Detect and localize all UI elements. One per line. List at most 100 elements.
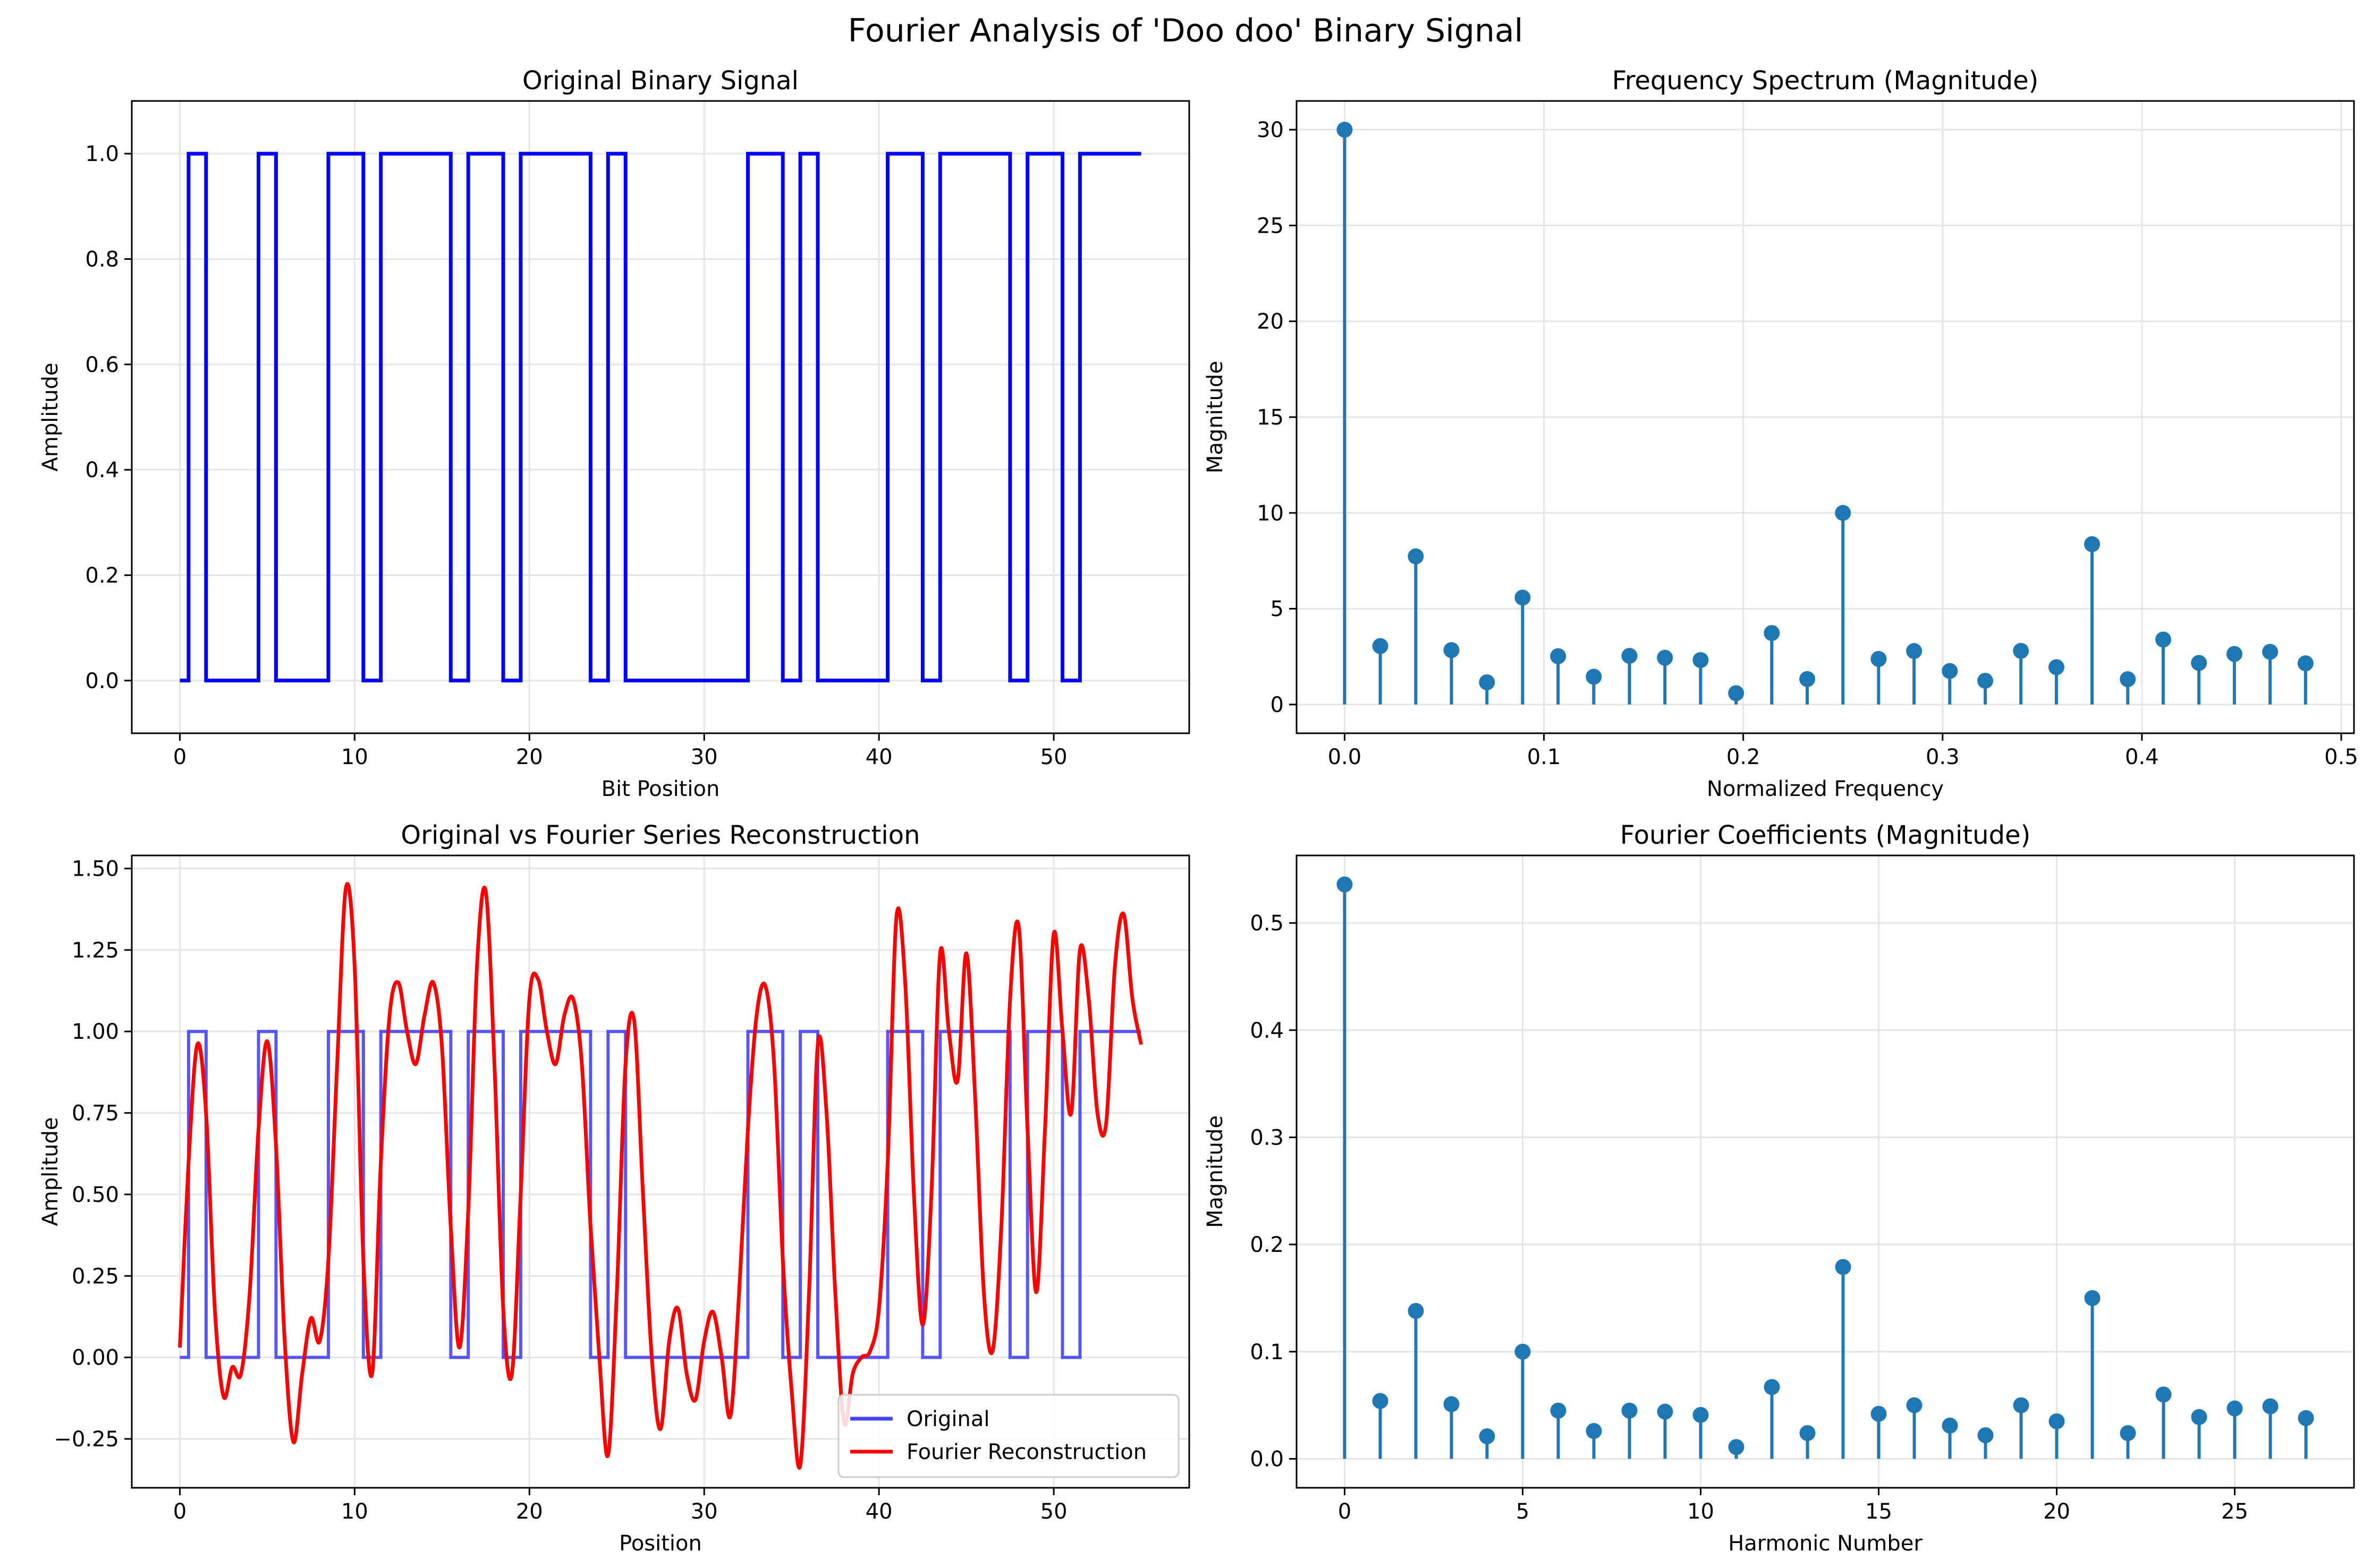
panel-frequency-spectrum: Frequency Spectrum (Magnitude) Normalize… xyxy=(1203,66,2358,801)
y-tick-label: 15 xyxy=(1257,405,1284,430)
binary-signal-line xyxy=(180,151,1141,683)
stem-marker xyxy=(1550,648,1566,665)
panel-title: Original Binary Signal xyxy=(522,66,799,96)
x-tick-label: 10 xyxy=(341,745,368,769)
stem-marker xyxy=(1443,1396,1460,1412)
x-tick-label: 30 xyxy=(691,745,718,769)
x-tick-label: 0 xyxy=(1338,1499,1351,1524)
stem-marker xyxy=(1799,1425,1816,1442)
stem-marker xyxy=(2262,1398,2279,1414)
x-tick-label: 0.4 xyxy=(2125,745,2159,769)
y-tick-label: 30 xyxy=(1257,118,1284,142)
plot-area xyxy=(1297,855,2354,1488)
stem-marker xyxy=(1977,1427,1994,1444)
panel-title: Frequency Spectrum (Magnitude) xyxy=(1612,66,2039,96)
y-tick-label: 0.75 xyxy=(72,1101,119,1126)
y-tick-label: 0.6 xyxy=(85,353,119,377)
plot-area xyxy=(132,101,1189,733)
x-tick-label: 0.0 xyxy=(1328,745,1362,769)
plot-area xyxy=(1297,101,2354,733)
stem-marker xyxy=(1728,1439,1745,1455)
stem-marker xyxy=(1657,649,1673,666)
panel-title: Original vs Fourier Series Reconstructio… xyxy=(401,820,920,850)
stem-marker xyxy=(2048,659,2064,675)
stem-marker xyxy=(1692,652,1709,668)
x-tick-label: 40 xyxy=(866,1499,893,1524)
y-tick-label: 25 xyxy=(1257,214,1284,238)
stem-marker xyxy=(1835,505,1851,521)
y-tick-label: 10 xyxy=(1257,501,1284,526)
stem-marker xyxy=(1906,1397,1923,1413)
y-tick-label: 0 xyxy=(1271,693,1284,717)
stem-marker xyxy=(1870,1405,1887,1422)
stem-marker xyxy=(1408,548,1424,565)
stem-marker xyxy=(2155,631,2172,648)
stem-marker xyxy=(1372,638,1388,654)
stem-marker xyxy=(2297,655,2314,672)
stem-marker xyxy=(1372,1393,1388,1409)
stem-marker xyxy=(2013,1397,2029,1413)
stem-marker xyxy=(1550,1402,1566,1419)
y-tick-label: 0.50 xyxy=(72,1183,119,1207)
figure-suptitle: Fourier Analysis of 'Doo doo' Binary Sig… xyxy=(848,12,1523,49)
stem-marker xyxy=(1621,1402,1638,1419)
x-tick-label: 25 xyxy=(2221,1499,2248,1524)
x-axis-label: Harmonic Number xyxy=(1728,1531,1923,1556)
legend-label: Fourier Reconstruction xyxy=(907,1440,1147,1464)
stem-marker xyxy=(1942,1418,1958,1434)
y-tick-label: −0.25 xyxy=(54,1427,119,1452)
stem-marker xyxy=(1977,673,1994,689)
x-tick-label: 40 xyxy=(866,745,893,769)
stem-marker xyxy=(2298,1410,2314,1426)
original-signal-line xyxy=(180,1030,1141,1359)
x-tick-label: 0 xyxy=(173,745,187,769)
stem-marker xyxy=(2084,1290,2101,1306)
stem-marker xyxy=(2013,642,2029,659)
y-tick-label: 5 xyxy=(1271,597,1284,622)
stem-marker xyxy=(2155,1386,2172,1403)
x-tick-label: 0.1 xyxy=(1527,745,1561,769)
y-tick-label: 20 xyxy=(1257,310,1284,334)
y-tick-label: 0.00 xyxy=(72,1346,119,1370)
stem-marker xyxy=(1479,1428,1495,1445)
fourier-reconstruction-line xyxy=(178,882,1143,1470)
x-tick-label: 10 xyxy=(341,1499,368,1524)
y-tick-label: 1.25 xyxy=(72,938,119,963)
x-tick-label: 5 xyxy=(1516,1499,1529,1524)
y-tick-label: 0.0 xyxy=(85,669,119,693)
stem-marker xyxy=(1479,674,1495,691)
panel-fourier-reconstruction: Original vs Fourier Series Reconstructio… xyxy=(38,820,1190,1556)
y-axis-label: Magnitude xyxy=(1203,1115,1227,1228)
stem-marker xyxy=(2191,655,2207,671)
stem-marker xyxy=(1942,663,1958,679)
stem-marker xyxy=(2262,643,2279,660)
y-tick-label: 1.0 xyxy=(85,142,119,166)
stem-marker xyxy=(2226,646,2242,662)
y-tick-label: 1.50 xyxy=(72,857,119,882)
panel-fourier-coefficients: Fourier Coefficients (Magnitude) Harmoni… xyxy=(1203,820,2355,1556)
y-tick-label: 0.25 xyxy=(72,1264,119,1289)
x-tick-label: 20 xyxy=(516,745,543,769)
x-axis-label: Normalized Frequency xyxy=(1707,777,1944,801)
y-tick-label: 0.2 xyxy=(1250,1233,1284,1257)
x-tick-label: 15 xyxy=(1865,1499,1892,1524)
stem-marker xyxy=(1336,122,1353,138)
stem-marker xyxy=(2120,671,2136,688)
x-tick-label: 20 xyxy=(516,1499,543,1524)
y-tick-label: 0.2 xyxy=(85,564,119,588)
stem-marker xyxy=(1336,876,1353,893)
stem-marker xyxy=(2048,1413,2065,1429)
axes-frame xyxy=(1295,854,2355,1489)
y-tick-label: 1.00 xyxy=(72,1020,119,1044)
stem-marker xyxy=(1586,1423,1602,1439)
stem-marker xyxy=(1906,643,1923,659)
stem-marker xyxy=(1799,671,1816,687)
x-tick-label: 50 xyxy=(1040,745,1068,769)
x-tick-label: 50 xyxy=(1040,1499,1068,1524)
plot-area xyxy=(132,855,1189,1488)
stem-marker xyxy=(2120,1425,2136,1442)
y-tick-label: 0.4 xyxy=(1250,1019,1284,1043)
x-tick-label: 0.2 xyxy=(1726,745,1760,769)
stem-marker xyxy=(1764,1379,1780,1395)
